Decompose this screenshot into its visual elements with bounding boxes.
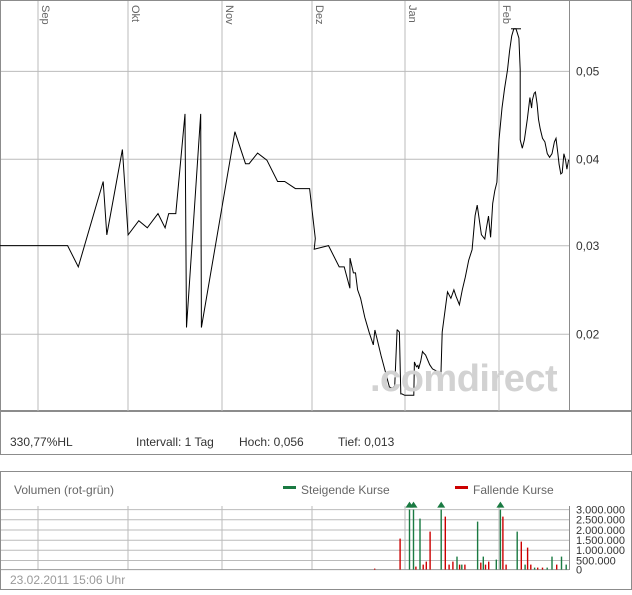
svg-text:Intervall: 1 Tag: Intervall: 1 Tag (136, 435, 214, 449)
svg-text:Tief: 0,013: Tief: 0,013 (338, 435, 395, 449)
svg-text:0: 0 (576, 565, 582, 577)
svg-text:Feb: Feb (500, 5, 512, 24)
svg-text:Jan: Jan (406, 5, 418, 23)
svg-text:0,04: 0,04 (576, 152, 600, 166)
svg-text:.comdirect: .comdirect (370, 358, 558, 400)
svg-text:Nov: Nov (223, 5, 235, 25)
svg-text:Steigende Kurse: Steigende Kurse (301, 483, 390, 497)
svg-text:Sep: Sep (39, 5, 51, 25)
svg-text:Dez: Dez (313, 5, 325, 25)
svg-text:330,77%HL: 330,77%HL (10, 435, 73, 449)
svg-text:0,02: 0,02 (576, 327, 600, 341)
svg-text:0,05: 0,05 (576, 65, 600, 79)
svg-text:Hoch: 0,056: Hoch: 0,056 (239, 435, 304, 449)
svg-text:Volumen (rot-grün): Volumen (rot-grün) (14, 483, 114, 497)
svg-text:Okt: Okt (129, 5, 141, 22)
svg-text:0,03: 0,03 (576, 239, 600, 253)
svg-text:23.02.2011 15:06 Uhr: 23.02.2011 15:06 Uhr (10, 573, 125, 587)
svg-text:Fallende Kurse: Fallende Kurse (473, 483, 554, 497)
